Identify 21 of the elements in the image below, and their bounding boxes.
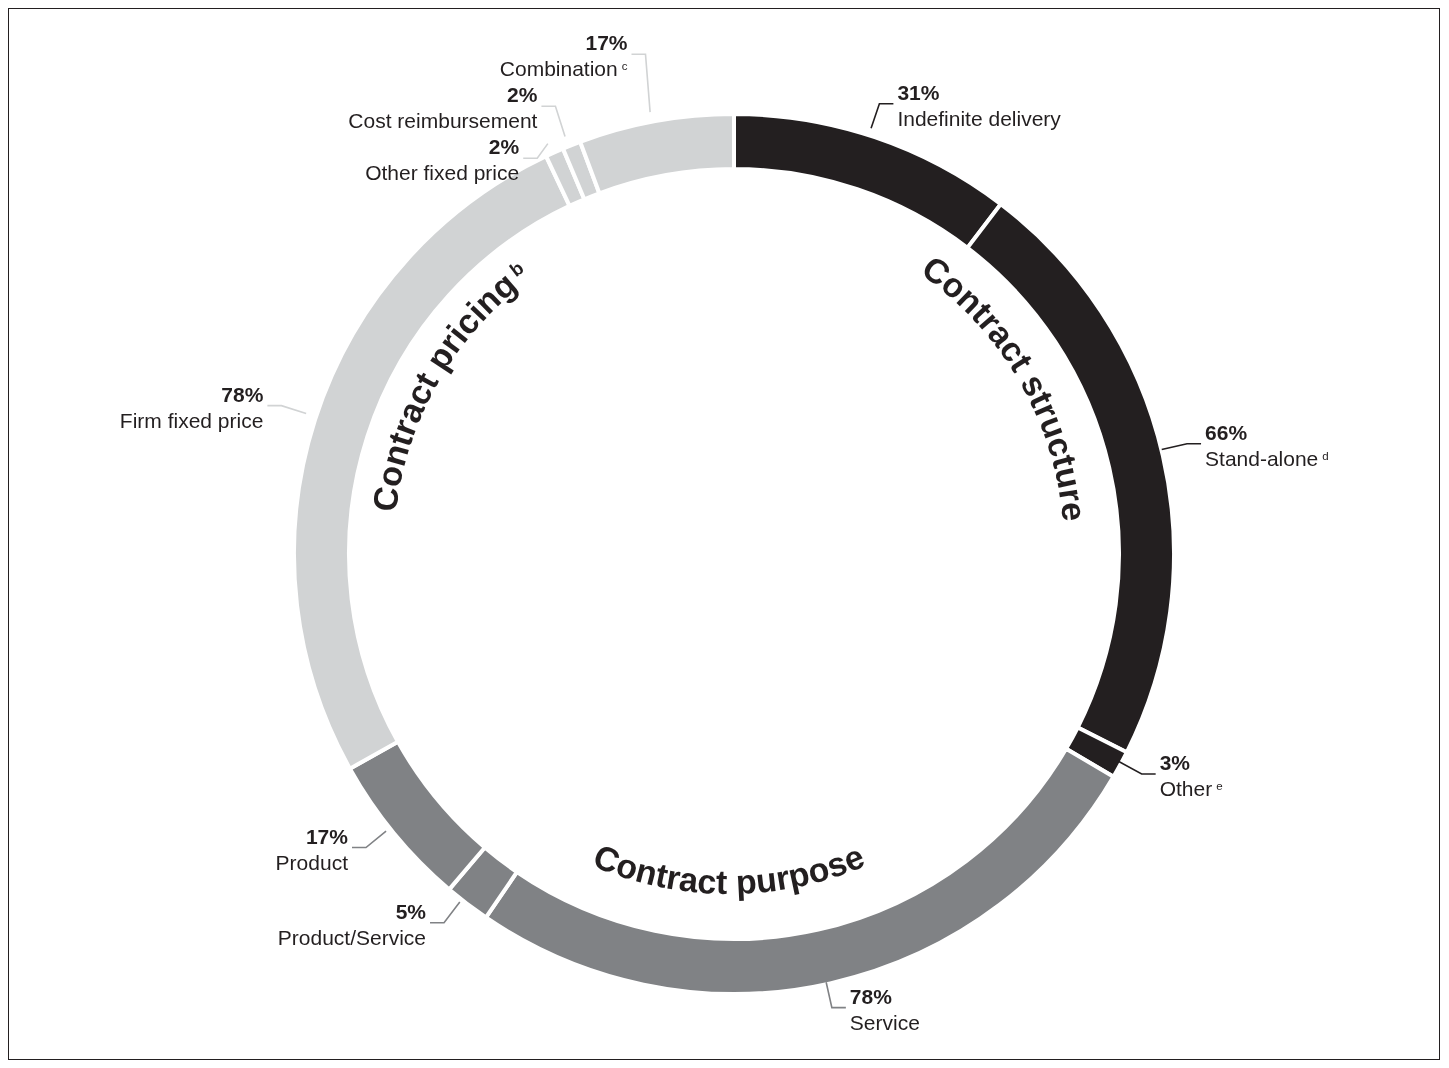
legend-label: Other fixed price: [365, 161, 520, 185]
slice-label: Stand-alone$^{d}$: [1205, 446, 1329, 470]
slice-label: Firm fixed price: [119, 408, 264, 432]
text: Contract purpose: [588, 836, 870, 902]
slice-label: Product: [275, 850, 349, 874]
data-label: 17%: [305, 824, 349, 848]
data-label: 78%: [849, 984, 893, 1008]
data-label: 17%: [585, 31, 628, 55]
slice-label: Combination$^{c}$: [499, 57, 628, 81]
data-label: 2%: [507, 83, 538, 107]
data-label: 31%: [897, 80, 940, 104]
slice-label: Service: [849, 1010, 920, 1034]
data-label: 66%: [1205, 420, 1248, 444]
slice-label: Other$^{e}$: [1159, 776, 1223, 800]
data-label: 2%: [488, 135, 520, 159]
slice-label: Indefinite delivery: [897, 106, 1062, 130]
data-label: 3%: [1159, 750, 1191, 774]
slice-label: Cost reimbursement: [348, 109, 538, 133]
data-label: 5%: [395, 899, 427, 923]
data-label: 78%: [221, 382, 264, 406]
slice-label: Product/Service: [277, 925, 427, 949]
